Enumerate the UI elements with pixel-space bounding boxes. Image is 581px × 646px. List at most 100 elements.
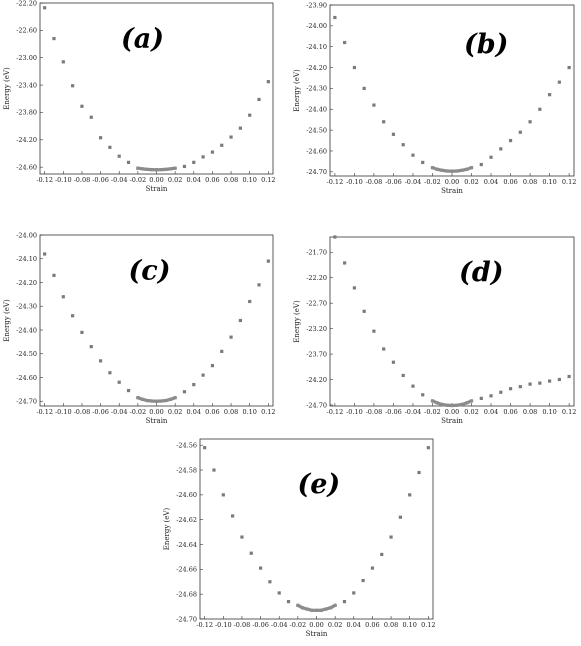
data-point (126, 160, 131, 164)
y-tick-label: -23.90 (306, 1, 327, 9)
data-point (538, 107, 542, 111)
data-point (408, 493, 412, 497)
data-point (528, 382, 532, 386)
chart-panel-2: -0.12 -0.10 -0.08 -0.06 -0.04 -0.02 0.00 0.02 0.… (293, 1, 576, 195)
data-point (567, 374, 571, 379)
data-point (238, 318, 242, 323)
y-tick-label: -24.50 (16, 350, 37, 358)
y-tick-label: -24.20 (306, 64, 327, 72)
data-point (333, 15, 337, 20)
y-tick-label: -24.60 (306, 147, 327, 155)
data-point (231, 514, 235, 518)
data-point (499, 390, 503, 394)
data-point (52, 273, 56, 277)
x-tick-label: -0.06 (385, 178, 402, 186)
y-axis-label: Energy (eV) (3, 299, 11, 342)
x-tick-label: 0.12 (421, 621, 435, 629)
data-point (220, 143, 224, 147)
x-tick-label: 0.08 (224, 408, 238, 416)
data-point (43, 252, 47, 256)
x-tick-label: 0.02 (168, 408, 182, 416)
x-tick-label: 0.08 (523, 408, 537, 416)
x-tick-label: 0.08 (523, 178, 537, 186)
data-point (201, 155, 205, 159)
data-point (249, 551, 253, 555)
x-tick-label: -0.04 (405, 408, 422, 416)
x-tick-label: 0.04 (484, 408, 498, 416)
y-tick-label: -22.60 (16, 27, 37, 35)
x-tick-label: 0.02 (328, 621, 342, 629)
chart-panel-4: -0.12 -0.10 -0.08 -0.06 -0.04 -0.02 0.00 0.02 0.… (293, 235, 576, 425)
y-tick-label: -24.40 (16, 326, 37, 334)
x-tick-label: 0.00 (445, 178, 459, 186)
x-tick-label: -0.12 (36, 408, 53, 416)
x-tick-label: -0.06 (92, 176, 109, 184)
data-point (258, 566, 263, 570)
y-tick-label: -24.68 (176, 590, 197, 598)
data-point (126, 388, 131, 393)
y-tick-label: -24.60 (16, 163, 37, 171)
x-tick-label: -0.08 (366, 408, 383, 416)
y-tick-label: -24.66 (176, 566, 197, 574)
data-point (370, 566, 375, 570)
y-tick-label: -24.70 (306, 168, 327, 176)
data-point (61, 60, 65, 64)
x-tick-label: -0.06 (252, 621, 269, 629)
x-tick-label: 0.10 (542, 178, 556, 186)
x-tick-label: 0.10 (542, 408, 556, 416)
x-tick-label: -0.04 (405, 178, 422, 186)
x-axis-label: Strain (306, 630, 328, 638)
x-tick-label: 0.10 (402, 621, 416, 629)
data-point (257, 97, 261, 102)
data-point (182, 164, 187, 169)
x-tick-label: 0.06 (205, 176, 219, 184)
minimum-cluster (136, 396, 177, 403)
data-point (557, 80, 561, 84)
y-tick-label: -24.56 (176, 442, 197, 450)
data-point (80, 330, 84, 334)
x-tick-label: -0.02 (424, 178, 441, 186)
x-tick-label: -0.08 (74, 176, 91, 184)
x-axis-label: Strain (146, 417, 168, 425)
y-tick-label: -24.20 (16, 136, 37, 144)
chart-panel-1: -0.12 -0.10 -0.08 -0.06 -0.04 -0.02 0.00 0.02 0.… (3, 0, 276, 193)
data-point (266, 259, 270, 263)
x-axis-label: Strain (441, 417, 463, 425)
data-point (108, 371, 112, 375)
x-tick-label: -0.10 (346, 178, 363, 186)
data-point (342, 600, 347, 604)
data-point (352, 591, 356, 595)
data-point (89, 115, 93, 119)
data-point (220, 349, 224, 353)
x-tick-label: -0.10 (55, 176, 72, 184)
data-point (343, 261, 347, 265)
data-point (98, 136, 103, 140)
data-point (421, 393, 425, 397)
x-tick-label: 0.10 (242, 408, 256, 416)
y-tick-label: -24.58 (176, 466, 197, 474)
x-tick-label: -0.06 (92, 408, 109, 416)
x-tick-label: 0.02 (464, 408, 478, 416)
minimum-cluster (430, 399, 474, 408)
data-point (548, 93, 552, 97)
x-tick-label: -0.08 (74, 408, 91, 416)
data-point (71, 314, 75, 318)
x-tick-label: 0.04 (484, 178, 498, 186)
y-tick-label: -24.00 (306, 22, 327, 30)
data-point (417, 470, 421, 475)
y-tick-label: -24.60 (16, 374, 37, 382)
y-tick-label: -24.70 (16, 398, 37, 406)
x-tick-label: 0.12 (562, 178, 576, 186)
data-point (221, 493, 225, 497)
x-tick-label: 0.12 (261, 176, 275, 184)
data-point (61, 295, 65, 299)
x-tick-label: 0.06 (205, 408, 219, 416)
x-tick-label: -0.04 (111, 408, 128, 416)
panel-label: (d) (459, 257, 503, 288)
data-point (210, 364, 215, 368)
x-tick-label: 0.10 (242, 176, 256, 184)
data-point (98, 359, 103, 363)
data-point (352, 286, 356, 290)
data-point (212, 468, 216, 472)
x-tick-label: -0.12 (327, 408, 344, 416)
